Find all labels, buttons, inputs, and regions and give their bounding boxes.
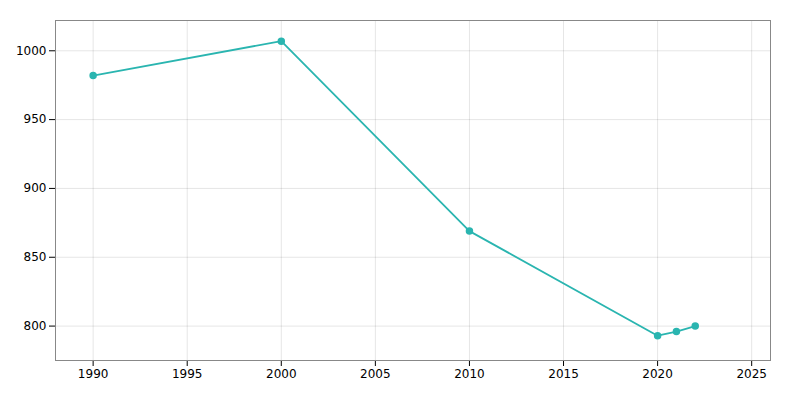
svg-text:1000: 1000 (16, 44, 47, 58)
svg-text:2015: 2015 (548, 367, 579, 381)
svg-text:1990: 1990 (78, 367, 109, 381)
svg-text:2000: 2000 (266, 367, 297, 381)
svg-text:2025: 2025 (736, 367, 767, 381)
svg-text:2005: 2005 (360, 367, 391, 381)
svg-text:1995: 1995 (172, 367, 203, 381)
svg-text:900: 900 (24, 181, 47, 195)
svg-text:850: 850 (24, 250, 47, 264)
svg-text:2010: 2010 (454, 367, 485, 381)
svg-text:800: 800 (24, 319, 47, 333)
svg-text:2020: 2020 (642, 367, 673, 381)
svg-text:950: 950 (24, 112, 47, 126)
